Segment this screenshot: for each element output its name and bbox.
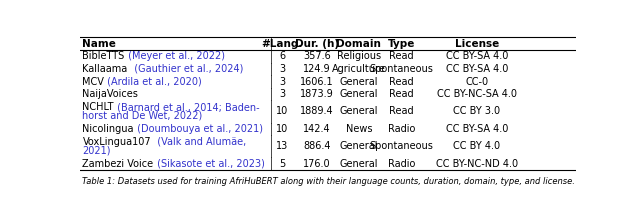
Text: NaijaVoices: NaijaVoices (83, 89, 138, 99)
Text: 3: 3 (279, 89, 285, 99)
Text: 3: 3 (279, 64, 285, 74)
Text: #Lang.: #Lang. (262, 39, 303, 49)
Text: Spontaneous: Spontaneous (369, 141, 433, 151)
Text: Spontaneous: Spontaneous (369, 64, 433, 74)
Text: Read: Read (389, 51, 413, 61)
Text: Read: Read (389, 106, 413, 117)
Text: Domain: Domain (336, 39, 381, 49)
Text: (Doumbouya et al., 2021): (Doumbouya et al., 2021) (134, 124, 263, 134)
Text: CC BY-SA 4.0: CC BY-SA 4.0 (445, 64, 508, 74)
Text: 1873.9: 1873.9 (300, 89, 334, 99)
Text: CC BY-NC-ND 4.0: CC BY-NC-ND 4.0 (436, 158, 518, 169)
Text: CC BY-SA 4.0: CC BY-SA 4.0 (445, 124, 508, 134)
Text: 6: 6 (279, 51, 285, 61)
Text: CC BY-NC-SA 4.0: CC BY-NC-SA 4.0 (437, 89, 517, 99)
Text: Radio: Radio (388, 124, 415, 134)
Text: (Meyer et al., 2022): (Meyer et al., 2022) (125, 51, 225, 61)
Text: 124.9: 124.9 (303, 64, 331, 74)
Text: General: General (339, 106, 378, 117)
Text: Kallaama: Kallaama (83, 64, 128, 74)
Text: Type: Type (388, 39, 415, 49)
Text: News: News (346, 124, 372, 134)
Text: 2021): 2021) (83, 145, 111, 155)
Text: Agriculture: Agriculture (332, 64, 386, 74)
Text: General: General (339, 141, 378, 151)
Text: 1606.1: 1606.1 (300, 77, 334, 86)
Text: Name: Name (83, 39, 116, 49)
Text: General: General (339, 77, 378, 86)
Text: BibleTTS: BibleTTS (83, 51, 125, 61)
Text: CC BY-SA 4.0: CC BY-SA 4.0 (445, 51, 508, 61)
Text: CC BY 4.0: CC BY 4.0 (453, 141, 500, 151)
Text: CC-0: CC-0 (465, 77, 488, 86)
Text: MCV: MCV (83, 77, 104, 86)
Text: License: License (454, 39, 499, 49)
Text: 357.6: 357.6 (303, 51, 331, 61)
Text: 10: 10 (276, 124, 289, 134)
Text: 5: 5 (279, 158, 285, 169)
Text: horst and De Wet, 2022): horst and De Wet, 2022) (83, 111, 203, 120)
Text: Table 1: Datasets used for training AfriHuBERT along with their language counts,: Table 1: Datasets used for training Afri… (81, 177, 575, 186)
Text: Read: Read (389, 77, 413, 86)
Text: 13: 13 (276, 141, 289, 151)
Text: (Ardila et al., 2020): (Ardila et al., 2020) (104, 77, 202, 86)
Text: CC BY 3.0: CC BY 3.0 (453, 106, 500, 117)
Text: (Barnard et al., 2014; Baden-: (Barnard et al., 2014; Baden- (114, 102, 260, 112)
Text: Radio: Radio (388, 158, 415, 169)
Text: Nicolingua: Nicolingua (83, 124, 134, 134)
Text: General: General (339, 89, 378, 99)
Text: VoxLingua107: VoxLingua107 (83, 137, 151, 147)
Text: Zambezi Voice: Zambezi Voice (83, 158, 154, 169)
Text: 176.0: 176.0 (303, 158, 331, 169)
Text: NCHLT: NCHLT (83, 102, 114, 112)
Text: (Valk and Alumäe,: (Valk and Alumäe, (151, 137, 246, 147)
Text: (Gauthier et al., 2024): (Gauthier et al., 2024) (128, 64, 243, 74)
Text: 142.4: 142.4 (303, 124, 331, 134)
Text: (Sikasote et al., 2023): (Sikasote et al., 2023) (154, 158, 264, 169)
Text: 886.4: 886.4 (303, 141, 331, 151)
Text: Dur. (h): Dur. (h) (295, 39, 339, 49)
Text: Read: Read (389, 89, 413, 99)
Text: General: General (339, 158, 378, 169)
Text: 10: 10 (276, 106, 289, 117)
Text: Religious: Religious (337, 51, 381, 61)
Text: 3: 3 (279, 77, 285, 86)
Text: 1889.4: 1889.4 (300, 106, 334, 117)
